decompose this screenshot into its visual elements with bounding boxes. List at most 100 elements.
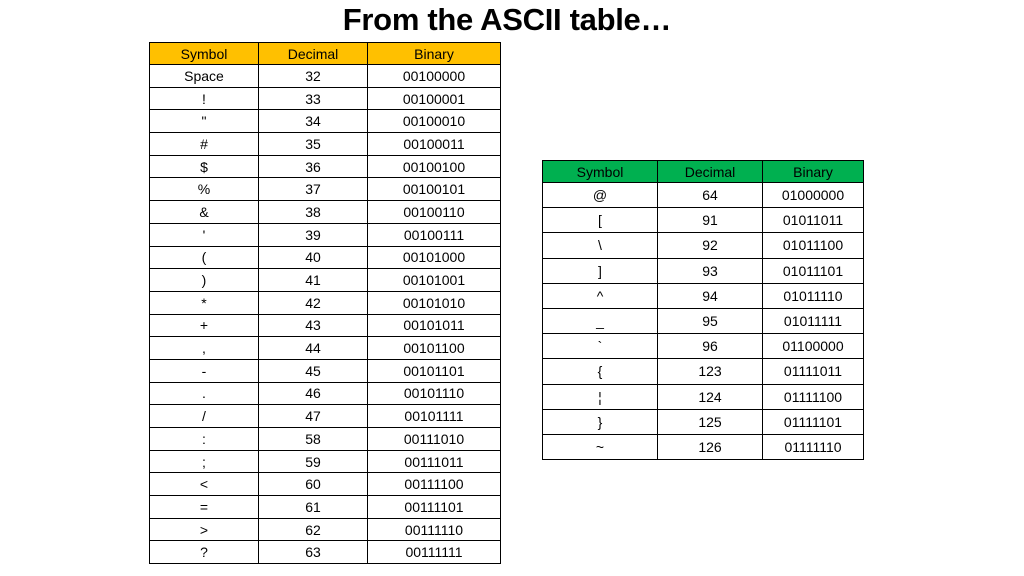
binary-cell: 00101000 [367,245,501,270]
page-title: From the ASCII table… [342,2,672,37]
table-row: ¦ 124 01111100 [542,383,864,410]
symbol-cell: . [149,381,259,406]
column-header-binary: Binary [762,160,864,183]
decimal-cell: 124 [657,383,763,410]
table-row: [91 01011011 [542,207,864,234]
decimal-cell: 40 [258,245,368,270]
ascii-table-left: Symbol Decimal Binary Space 32 00100000! 33… [149,42,501,565]
decimal-cell: 64 [657,181,763,209]
ascii-table-right: Symbol Decimal Binary @64 01000000[91 0101… [542,160,864,461]
decimal-cell: 126 [657,433,763,461]
decimal-cell: 44 [258,336,368,360]
binary-cell: 00101001 [367,268,501,292]
binary-cell: 01111101 [762,408,864,435]
table-header-row: Symbol Decimal Binary [542,160,864,183]
table-row: _ 95 01011111 [542,307,864,335]
binary-cell: 00100100 [367,154,501,179]
symbol-cell: + [149,313,259,338]
symbol-cell: ~ [542,433,658,461]
symbol-cell: [ [542,207,658,234]
decimal-cell: 35 [258,132,368,156]
table-row: * 42 00101010 [149,290,501,315]
column-header-decimal: Decimal [657,160,763,183]
binary-cell: 01011101 [762,257,864,284]
decimal-cell: 94 [657,282,763,309]
table-row: & 38 00100110 [149,200,501,224]
symbol-cell: { [542,358,658,385]
binary-cell: 00101110 [367,381,501,406]
symbol-cell: \ [542,232,658,259]
symbol-cell: # [149,132,259,156]
table-row: = 61 00111101 [149,495,501,519]
symbol-cell: / [149,404,259,428]
symbol-cell: : [149,427,259,451]
binary-cell: 01011011 [762,207,864,234]
decimal-cell: 92 [657,232,763,259]
binary-cell: 00111010 [367,427,501,451]
table-row: Space 32 00100000 [149,64,501,88]
table-row: @64 01000000 [542,181,864,209]
decimal-cell: 91 [657,207,763,234]
table-row: ) 41 00101001 [149,268,501,292]
table-row: ~126 01111110 [542,433,864,461]
symbol-cell: " [149,109,259,134]
binary-cell: 01100000 [762,333,864,360]
decimal-cell: 95 [657,307,763,335]
symbol-cell: ] [542,257,658,284]
table-row: } 125 01111101 [542,408,864,435]
binary-cell: 00100111 [367,222,501,247]
decimal-cell: 59 [258,449,368,474]
decimal-cell: 60 [258,472,368,497]
table-row: (40 00101000 [149,245,501,270]
symbol-cell: _ [542,307,658,335]
decimal-cell: 38 [258,200,368,224]
decimal-cell: 32 [258,64,368,88]
column-header-symbol: Symbol [542,160,658,183]
decimal-cell: 125 [657,408,763,435]
symbol-cell: ' [149,222,259,247]
symbol-cell: Space [149,64,259,88]
binary-cell: 00100011 [367,132,501,156]
decimal-cell: 36 [258,154,368,179]
binary-cell: 01011110 [762,282,864,309]
symbol-cell: & [149,200,259,224]
binary-cell: 00111101 [367,495,501,519]
symbol-cell: ¦ [542,383,658,410]
symbol-cell: ! [149,86,259,111]
binary-cell: 01111110 [762,433,864,461]
symbol-cell: = [149,495,259,519]
binary-cell: 00100000 [367,64,501,88]
binary-cell: 00111011 [367,449,501,474]
column-header-decimal: Decimal [258,42,368,65]
binary-cell: 00101010 [367,290,501,315]
table-row: >62 00111110 [149,517,501,542]
binary-cell: 01000000 [762,181,864,209]
table-row: #35 00100011 [149,132,501,156]
binary-cell: 00101011 [367,313,501,338]
symbol-cell: ( [149,245,259,270]
decimal-cell: 34 [258,109,368,134]
binary-cell: 00100010 [367,109,501,134]
table-row: . 46 00101110 [149,381,501,406]
decimal-cell: 93 [657,257,763,284]
binary-cell: 00111111 [367,540,501,565]
table-header-row: Symbol Decimal Binary [149,42,501,65]
binary-cell: 01011111 [762,307,864,335]
symbol-cell: ; [149,449,259,474]
symbol-cell: % [149,177,259,202]
table-row: " 34 00100010 [149,109,501,134]
table-row: ; 59 00111011 [149,449,501,474]
table-row: \ 92 01011100 [542,232,864,259]
symbol-cell: * [149,290,259,315]
decimal-cell: 123 [657,358,763,385]
column-header-symbol: Symbol [149,42,259,65]
table-row: ' 39 00100111 [149,222,501,247]
decimal-cell: 37 [258,177,368,202]
binary-cell: 00100001 [367,86,501,111]
symbol-cell: $ [149,154,259,179]
table-row: % 37 00100101 [149,177,501,202]
decimal-cell: 43 [258,313,368,338]
decimal-cell: 41 [258,268,368,292]
binary-cell: 00111110 [367,517,501,542]
binary-cell: 01011100 [762,232,864,259]
